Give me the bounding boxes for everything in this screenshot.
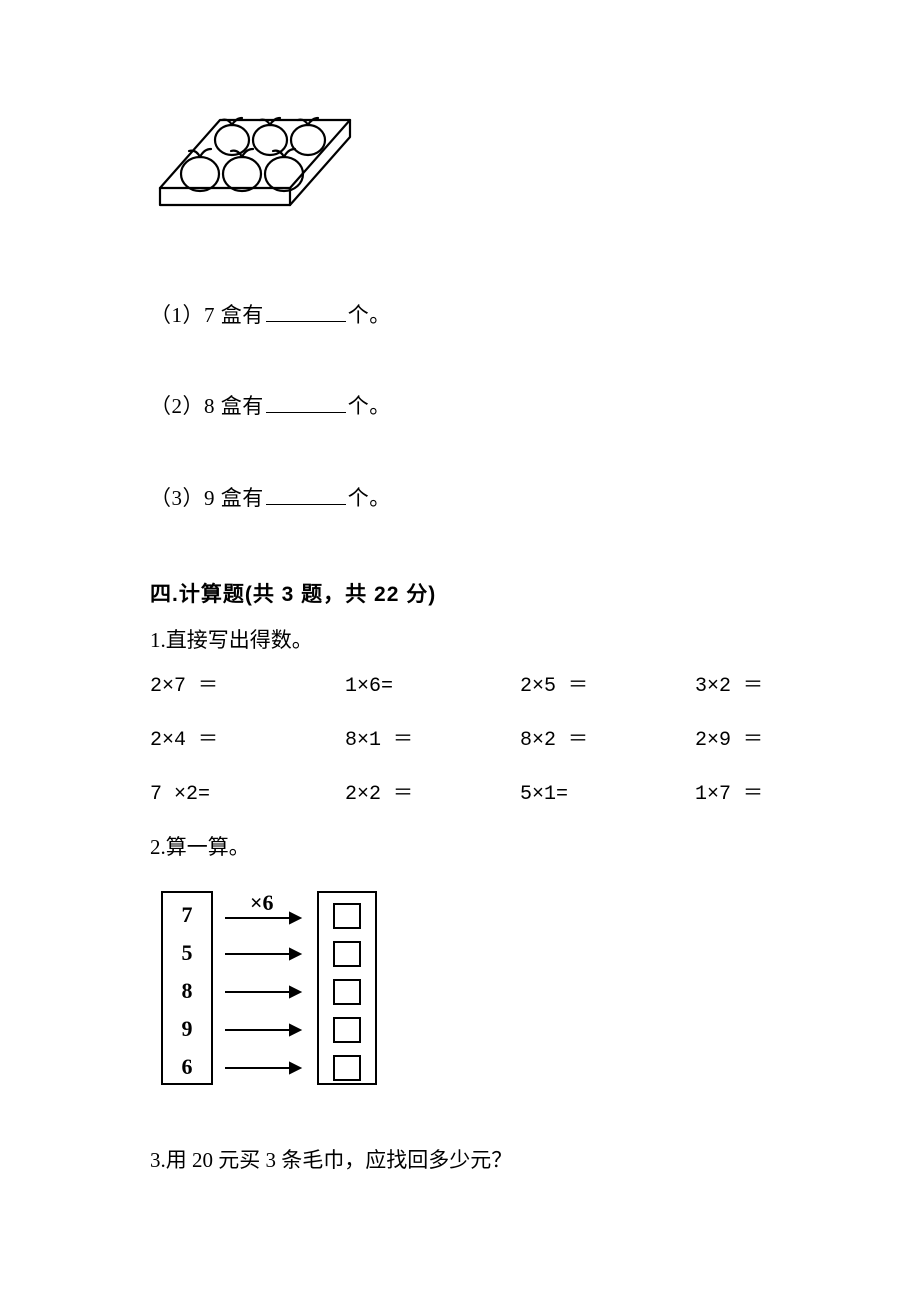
- fill-q1-suffix: 个。: [348, 303, 391, 327]
- calc-cell: 2×7 ＝: [150, 672, 345, 702]
- fill-q2-blank[interactable]: [266, 391, 346, 413]
- section-4-header: 四.计算题(共 3 题，共 22 分): [150, 579, 775, 611]
- calc-cell: 8×1 ＝: [345, 726, 520, 756]
- fill-q3: （3）9 盒有 个。: [150, 473, 775, 525]
- x6-input-0: 7: [182, 902, 193, 927]
- x6-op-label: ×6: [250, 890, 274, 915]
- x6-diagram: 7 5 8 9 6 ×6: [150, 884, 775, 1104]
- x6-input-3: 9: [182, 1016, 193, 1041]
- fill-q3-prefix: （3）9 盒有: [150, 486, 264, 510]
- fill-q3-blank[interactable]: [266, 483, 346, 505]
- calc-cell: 2×5 ＝: [520, 672, 695, 702]
- apple-box-svg: [150, 90, 355, 230]
- x6-input-2: 8: [182, 978, 193, 1003]
- q1-label: 1.直接写出得数。: [150, 625, 775, 657]
- calc-cell: 7 ×2=: [150, 780, 345, 810]
- x6-input-1: 5: [182, 940, 193, 965]
- calc-cell: 3×2 ＝: [695, 672, 775, 702]
- calc-cell: 2×9 ＝: [695, 726, 775, 756]
- calc-cell: 1×7 ＝: [695, 780, 775, 810]
- apple-box-figure: [150, 90, 775, 240]
- fill-q2-prefix: （2）8 盒有: [150, 394, 264, 418]
- fill-q2: （2）8 盒有 个。: [150, 381, 775, 433]
- fill-q1-prefix: （1）7 盒有: [150, 303, 264, 327]
- calc-grid: 2×7 ＝ 1×6= 2×5 ＝ 3×2 ＝ 2×4 ＝ 8×1 ＝ 8×2 ＝…: [150, 672, 775, 810]
- q3-label: 3.用 20 元买 3 条毛巾，应找回多少元？: [150, 1145, 775, 1177]
- calc-cell: 2×4 ＝: [150, 726, 345, 756]
- fill-q2-suffix: 个。: [348, 394, 391, 418]
- calc-cell: 8×2 ＝: [520, 726, 695, 756]
- fill-q3-suffix: 个。: [348, 486, 391, 510]
- q2-label: 2.算一算。: [150, 832, 775, 864]
- calc-cell: 5×1=: [520, 780, 695, 810]
- x6-input-4: 6: [182, 1054, 193, 1079]
- fill-q1: （1）7 盒有 个。: [150, 290, 775, 342]
- calc-cell: 1×6=: [345, 672, 520, 702]
- x6-svg: 7 5 8 9 6 ×6: [150, 884, 385, 1094]
- calc-cell: 2×2 ＝: [345, 780, 520, 810]
- fill-q1-blank[interactable]: [266, 300, 346, 322]
